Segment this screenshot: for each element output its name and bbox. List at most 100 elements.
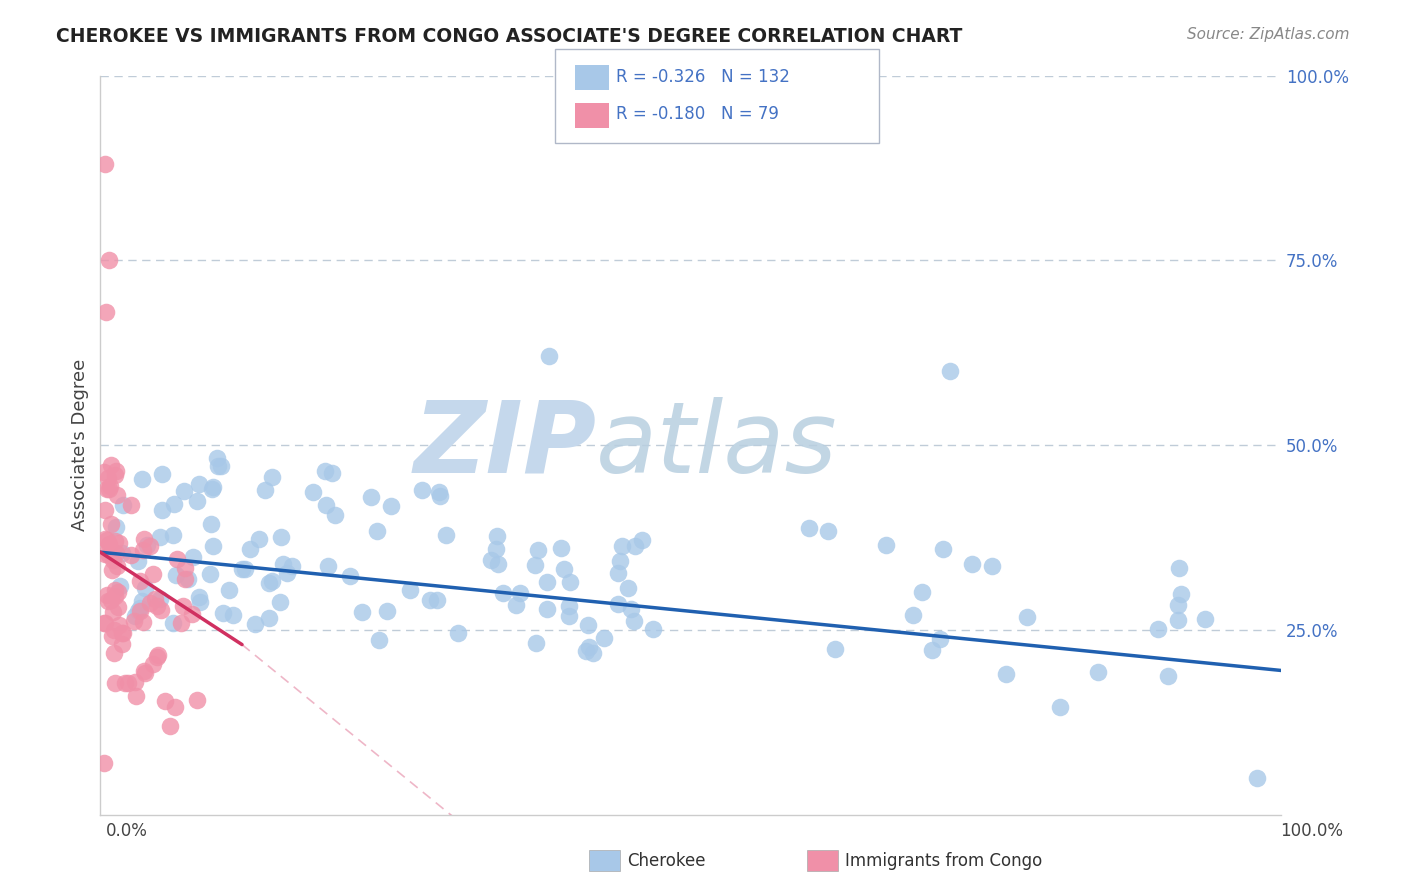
Point — [606, 597, 628, 611]
Point — [107, 585, 129, 599]
Point — [134, 664, 156, 678]
Point — [875, 538, 897, 552]
Point — [623, 614, 645, 628]
Point — [380, 499, 402, 513]
Point — [314, 464, 336, 478]
Point — [97, 594, 120, 608]
Point — [149, 592, 172, 607]
Point — [485, 541, 508, 556]
Point — [434, 528, 457, 542]
Point — [1167, 613, 1189, 627]
Point — [360, 490, 382, 504]
Point — [911, 585, 934, 599]
Point — [939, 364, 962, 378]
Point — [187, 477, 209, 491]
Point — [188, 595, 211, 609]
Point — [505, 598, 527, 612]
Point — [411, 483, 433, 497]
Point — [105, 488, 128, 502]
Point — [245, 617, 267, 632]
Point — [104, 467, 127, 482]
Point — [368, 633, 391, 648]
Text: 100.0%: 100.0% — [1279, 822, 1343, 840]
Point — [1194, 612, 1216, 626]
Point — [209, 458, 232, 473]
Point — [162, 615, 184, 630]
Point — [553, 562, 575, 576]
Point — [269, 595, 291, 609]
Point — [486, 528, 509, 542]
Point — [550, 541, 572, 555]
Point — [97, 253, 120, 268]
Point — [149, 602, 172, 616]
Point — [111, 626, 134, 640]
Point — [399, 583, 422, 598]
Point — [200, 482, 222, 496]
Point — [222, 607, 245, 622]
Point — [239, 542, 262, 557]
Point — [486, 557, 509, 571]
Point — [163, 700, 186, 714]
Point — [104, 520, 127, 534]
Point — [132, 615, 155, 629]
Point — [107, 600, 129, 615]
Point — [104, 676, 127, 690]
Point — [981, 558, 1004, 573]
Point — [606, 566, 628, 580]
Point — [120, 548, 142, 562]
Point — [509, 586, 531, 600]
Point — [186, 693, 208, 707]
Point — [139, 595, 162, 609]
Point — [231, 562, 253, 576]
Point — [134, 581, 156, 595]
Point — [93, 533, 115, 547]
Point — [104, 534, 127, 549]
Point — [797, 521, 820, 535]
Point — [114, 676, 136, 690]
Point — [132, 532, 155, 546]
Point — [153, 694, 176, 708]
Point — [101, 629, 124, 643]
Point — [620, 601, 643, 615]
Y-axis label: Associate's Degree: Associate's Degree — [72, 359, 89, 531]
Point — [93, 616, 115, 631]
Point — [350, 606, 373, 620]
Point — [558, 608, 581, 623]
Point — [536, 601, 558, 615]
Point — [105, 558, 128, 573]
Point — [1156, 669, 1178, 683]
Point — [117, 675, 139, 690]
Point — [321, 466, 343, 480]
Point — [259, 575, 281, 590]
Point — [817, 524, 839, 539]
Point — [152, 502, 174, 516]
Point — [527, 542, 550, 557]
Point — [131, 472, 153, 486]
Point — [260, 469, 283, 483]
Text: Immigrants from Congo: Immigrants from Congo — [845, 852, 1042, 870]
Point — [576, 618, 599, 632]
Point — [524, 636, 547, 650]
Point — [270, 531, 292, 545]
Point — [419, 593, 441, 607]
Point — [143, 591, 166, 606]
Point — [1168, 561, 1191, 575]
Point — [120, 498, 142, 512]
Point — [172, 599, 194, 613]
Point — [1015, 610, 1038, 624]
Point — [131, 594, 153, 608]
Point — [318, 559, 340, 574]
Point — [94, 157, 117, 171]
Point — [165, 568, 187, 582]
Point — [163, 497, 186, 511]
Point — [1246, 771, 1268, 785]
Point — [593, 631, 616, 645]
Text: Cherokee: Cherokee — [627, 852, 706, 870]
Point — [108, 618, 131, 632]
Point — [558, 599, 581, 614]
Text: atlas: atlas — [596, 397, 838, 493]
Point — [233, 562, 256, 576]
Point — [104, 546, 127, 560]
Point — [578, 640, 600, 654]
Point — [262, 574, 284, 589]
